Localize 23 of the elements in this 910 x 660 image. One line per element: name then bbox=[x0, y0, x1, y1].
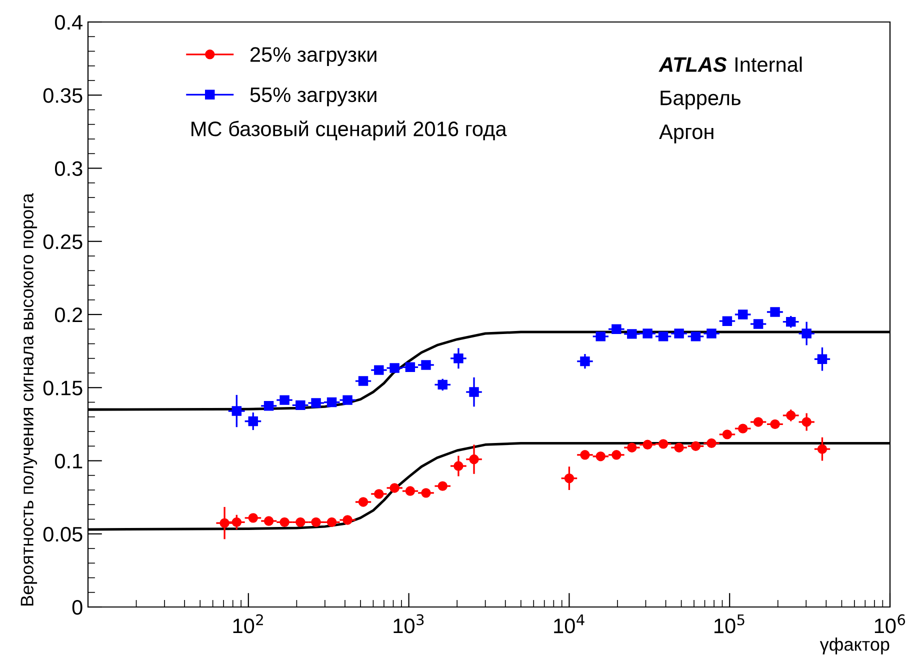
y-tick-label: 0.1 bbox=[54, 454, 82, 469]
y-tick-label: 0.15 bbox=[43, 380, 82, 396]
x-tick-label: 10$^{3}$ bbox=[394, 614, 424, 634]
x-axis-title: γфактор bbox=[820, 638, 890, 654]
annotation: Internal bbox=[735, 56, 802, 72]
y-tick-label: 0.3 bbox=[54, 161, 82, 176]
y-axis-title: Вероятность получения сигнала высокого порога bbox=[20, 193, 38, 606]
y-tick-label: 0.05 bbox=[43, 526, 82, 542]
x-tick-label: 10$^{6}$ bbox=[874, 614, 906, 634]
legend-label: 55% загрузки bbox=[250, 87, 376, 106]
legend-label: 25% загрузки bbox=[250, 47, 376, 66]
x-tick-label: 10$^{4}$ bbox=[554, 614, 584, 634]
annotation: МС базовый сценарий 2016 года bbox=[192, 120, 507, 140]
y-tick-label: 0.4 bbox=[54, 15, 83, 30]
x-tick-label: 10$^{5}$ bbox=[714, 614, 744, 634]
y-tick-label: 0 bbox=[72, 600, 82, 615]
annotation: Баррель bbox=[660, 90, 740, 110]
y-tick-label: 0.35 bbox=[43, 88, 82, 103]
y-tick-label: 0.25 bbox=[43, 234, 82, 250]
x-tick-label: 10$^{2}$ bbox=[233, 614, 263, 634]
annotation: ATLAS bbox=[658, 57, 727, 72]
annotation: Аргон bbox=[659, 124, 714, 144]
y-tick-label: 0.2 bbox=[54, 308, 82, 322]
